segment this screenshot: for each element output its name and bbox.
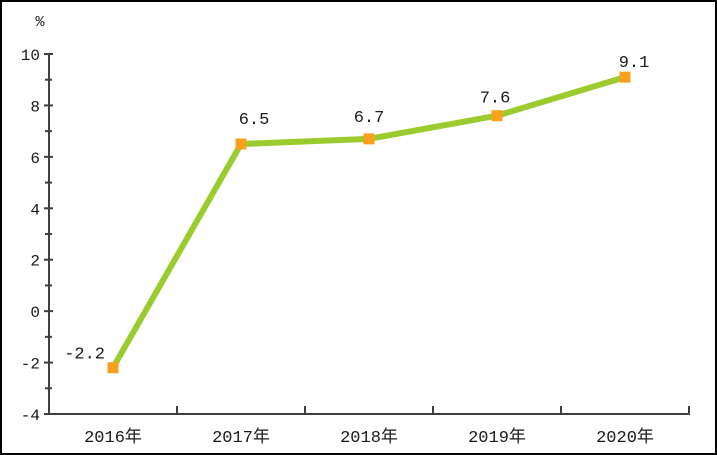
x-tick-label: 2018年	[340, 427, 398, 448]
y-tick-label: 6	[30, 150, 40, 168]
x-tick-label: 2019年	[468, 427, 526, 448]
y-tick-label: 0	[30, 304, 40, 322]
x-tick-label: 2020年	[596, 427, 654, 448]
data-point-marker	[107, 362, 119, 374]
axes: 10 8 6 4 2 0 -2 -4% 2016年 2017年 2018年 2019年 2020年	[21, 14, 690, 448]
data-point-marker	[363, 133, 375, 145]
data-point-marker	[235, 138, 247, 150]
data-point-marker	[491, 110, 503, 122]
data-point-marker	[619, 71, 631, 83]
y-axis-unit-label: %	[35, 14, 45, 31]
y-tick-label: 2	[30, 253, 40, 271]
y-tick-label: 8	[30, 98, 40, 116]
x-tick-label: 2016年	[84, 427, 142, 448]
y-tick-label: 4	[30, 201, 40, 219]
data-point-label: 9.1	[619, 54, 650, 73]
data-series: -2.2 6.5 6.7 7.6 9.1	[64, 54, 650, 374]
data-point-label: 7.6	[480, 90, 511, 109]
data-point-label: 6.5	[239, 111, 270, 130]
data-point-label: 6.7	[354, 109, 385, 128]
data-point-label: -2.2	[64, 346, 105, 365]
x-tick-label: 2017年	[212, 427, 270, 448]
y-tick-label: 10	[21, 47, 40, 65]
y-tick-label: -2	[21, 356, 40, 374]
y-tick-label: -4	[21, 407, 40, 425]
